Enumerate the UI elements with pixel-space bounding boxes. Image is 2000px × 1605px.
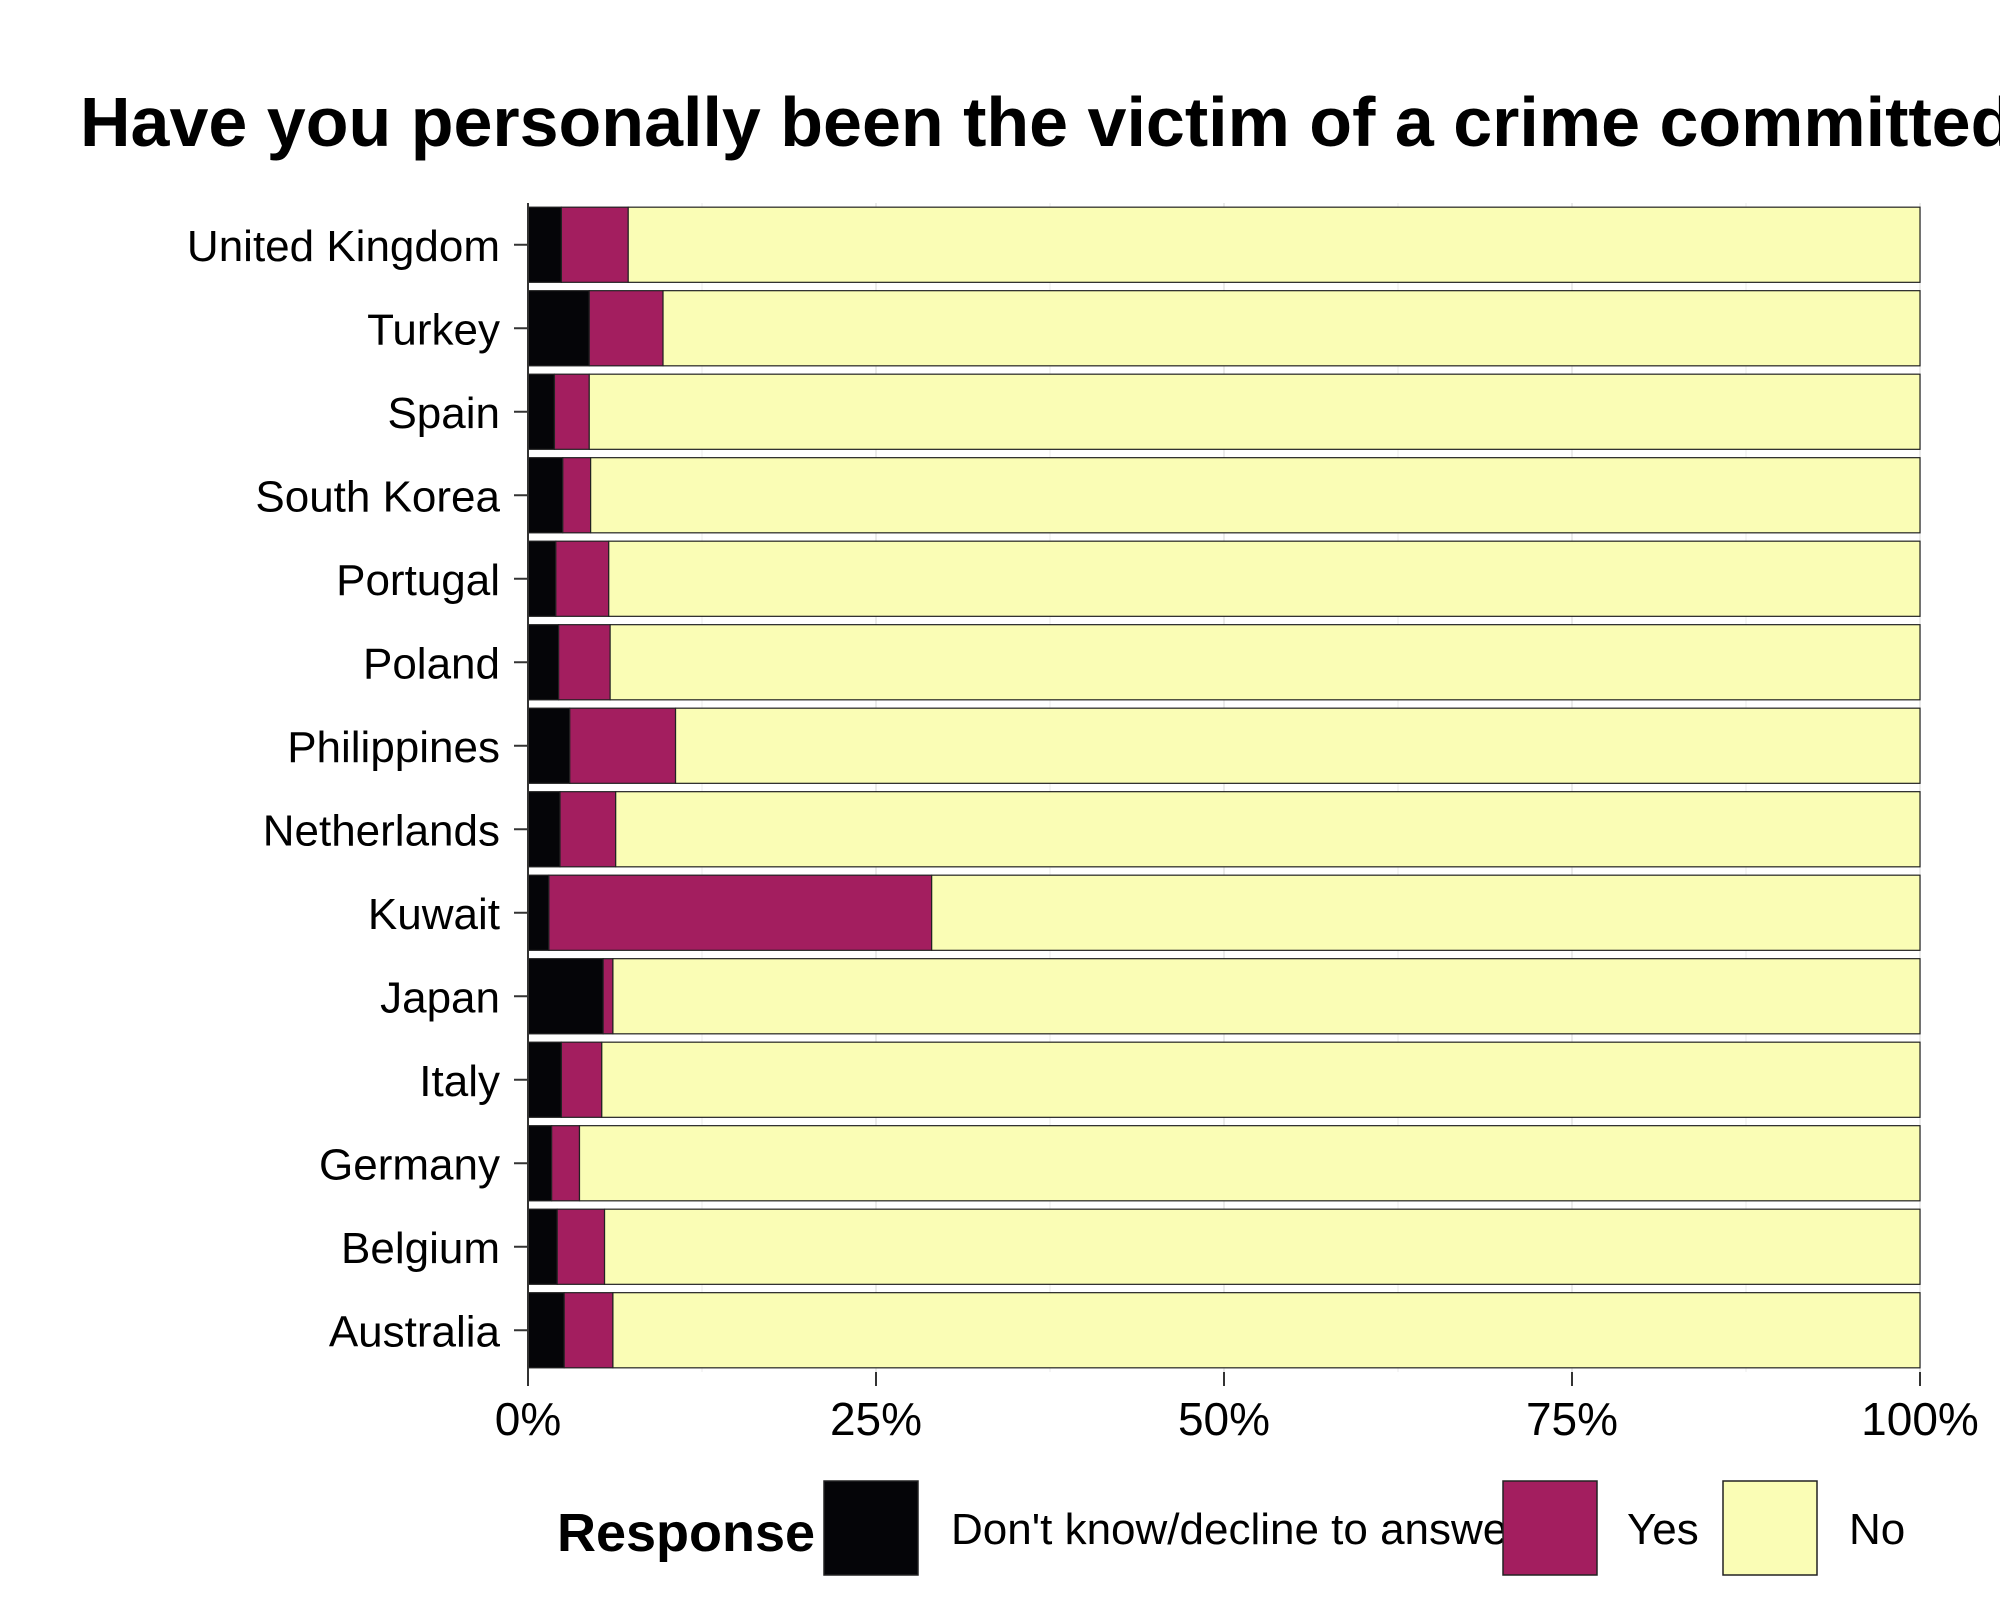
bar-segment <box>662 290 1921 367</box>
bar-segment <box>674 707 1921 784</box>
bar-segment <box>601 1041 1921 1118</box>
y-tick-label: United Kingdom <box>187 222 500 271</box>
bar-segment <box>527 373 556 450</box>
y-tick-label: Poland <box>363 639 500 688</box>
bar-segment <box>562 457 592 534</box>
bar-segment <box>548 874 933 951</box>
legend: Response Don't know/decline to answer Yes… <box>557 1480 1905 1576</box>
x-tick-label: 100% <box>1861 1393 1979 1445</box>
bar-segment <box>527 791 561 868</box>
bar-segment <box>527 290 590 367</box>
x-tick-label: 25% <box>830 1393 922 1445</box>
legend-label: Don't know/decline to answer <box>951 1505 1522 1554</box>
bar-segment <box>560 1041 603 1118</box>
bar-segment <box>569 707 677 784</box>
y-tick-label: Spain <box>387 389 500 438</box>
bar-segment <box>590 457 1921 534</box>
bar-segment <box>527 874 550 951</box>
bar-segment <box>560 206 629 283</box>
y-tick-label: Australia <box>329 1307 501 1356</box>
bar-segment <box>627 206 1921 283</box>
bars <box>527 206 1921 1369</box>
bar-segment <box>931 874 1921 951</box>
bar-segment <box>556 1208 606 1285</box>
bar-segment <box>527 1041 563 1118</box>
bar-segment <box>527 624 560 701</box>
y-tick-label: Japan <box>380 973 500 1022</box>
x-tick-label: 75% <box>1526 1393 1618 1445</box>
bar-segment <box>559 791 617 868</box>
x-tick-label: 0% <box>495 1393 561 1445</box>
bar-segment <box>588 373 1921 450</box>
bar-segment <box>615 791 1921 868</box>
x-tick-label: 50% <box>1178 1393 1270 1445</box>
bar-segment <box>527 206 563 283</box>
legend-title: Response <box>557 1503 815 1563</box>
bar-segment <box>527 1125 553 1202</box>
bar-segment <box>588 290 664 367</box>
legend-swatch <box>823 1480 919 1576</box>
y-tick-label: Portugal <box>336 556 500 605</box>
legend-label: No <box>1849 1505 1905 1554</box>
bar-segment <box>527 707 571 784</box>
bar-segment <box>612 1292 1921 1369</box>
y-tick-label: Italy <box>419 1057 500 1106</box>
y-tick-label: Philippines <box>287 723 500 772</box>
bar-segment <box>527 1292 565 1369</box>
bar-segment <box>608 540 1921 617</box>
legend-swatch <box>1722 1480 1818 1576</box>
bar-segment <box>602 958 614 1035</box>
chart-title: Have you personally been the victim of a… <box>80 83 2000 161</box>
bar-segment <box>527 958 604 1035</box>
axes: United Kingdom Turkey Spain South Korea Port… <box>187 203 1979 1445</box>
y-tick-label: Netherlands <box>263 806 500 855</box>
bar-segment <box>603 1208 1921 1285</box>
legend-swatch <box>1502 1480 1598 1576</box>
bar-segment <box>527 457 564 534</box>
bar-segment <box>551 1125 581 1202</box>
y-tick-label: Kuwait <box>368 890 500 939</box>
y-tick-label: Germany <box>319 1140 500 1189</box>
bar-segment <box>563 1292 614 1369</box>
bar-segment <box>558 624 611 701</box>
bar-segment <box>527 1208 558 1285</box>
bar-segment <box>555 540 610 617</box>
bar-segment <box>609 624 1921 701</box>
y-tick-label: Turkey <box>367 305 500 354</box>
bar-segment <box>527 540 557 617</box>
legend-label: Yes <box>1627 1505 1699 1554</box>
y-tick-label: Belgium <box>341 1224 500 1273</box>
y-tick-label: South Korea <box>255 472 500 521</box>
bar-segment <box>612 958 1921 1035</box>
bar-segment <box>553 373 590 450</box>
bar-segment <box>578 1125 1921 1202</box>
